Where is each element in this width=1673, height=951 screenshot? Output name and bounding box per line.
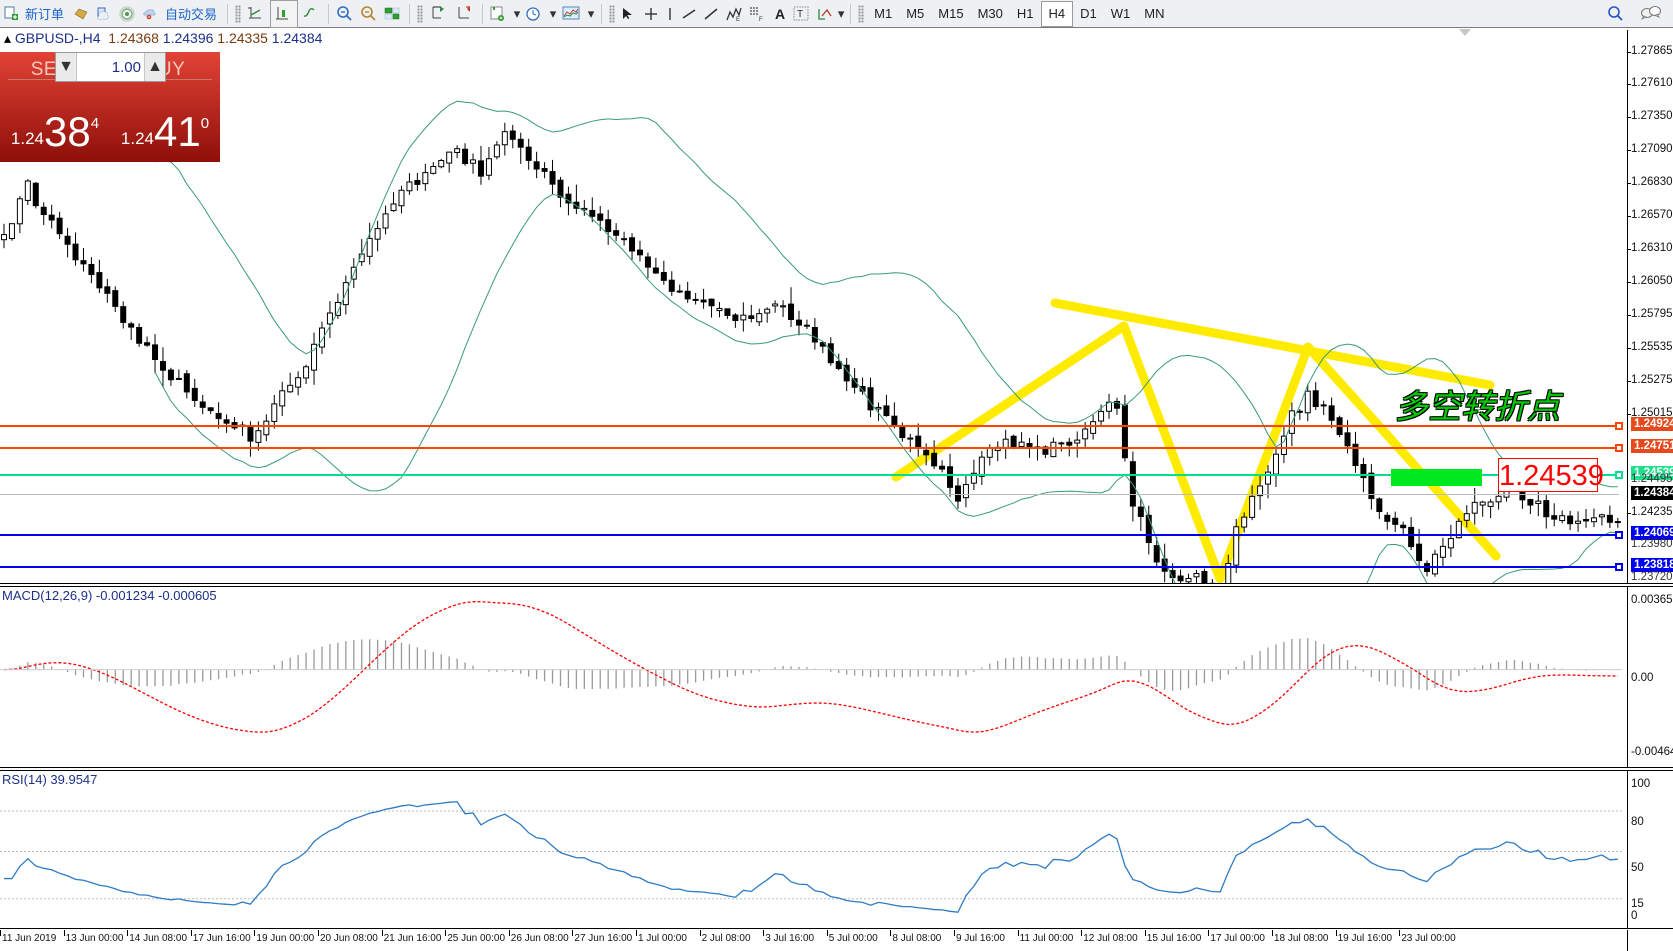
svg-text:F: F [759, 17, 763, 22]
svg-text:E: E [736, 17, 740, 22]
svg-text:T: T [797, 9, 803, 20]
